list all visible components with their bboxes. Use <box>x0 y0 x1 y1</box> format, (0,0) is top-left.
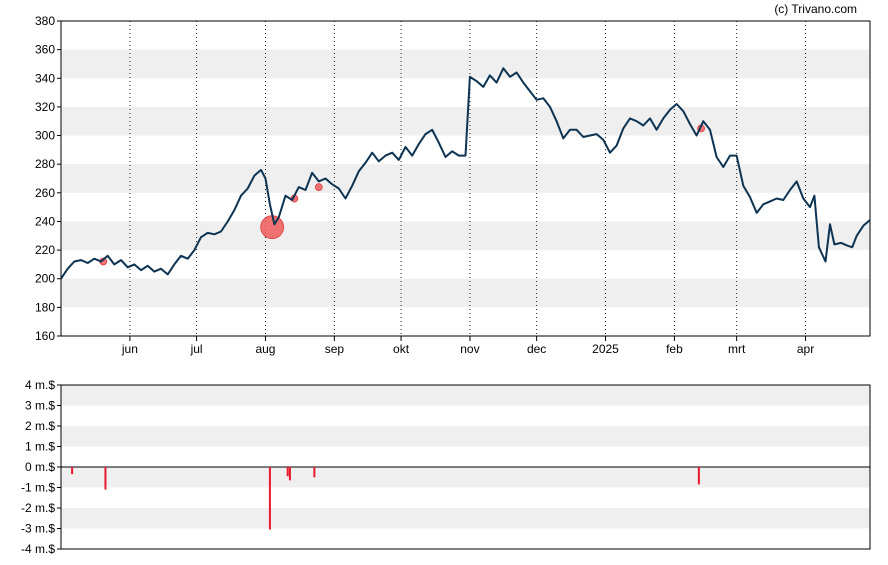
x-tick-label: sep <box>325 342 345 356</box>
y-tick-label: 320 <box>35 100 55 114</box>
x-tick-label: 2025 <box>592 342 619 356</box>
y-tick-label: 240 <box>35 214 55 228</box>
trade-bar <box>288 467 291 481</box>
band <box>61 164 870 193</box>
y-tick-label: 3 m.$ <box>25 399 55 413</box>
y-tick-label: -2 m.$ <box>21 501 55 515</box>
price-chart: jun jul aug sep okt nov dec 2025 feb mrt apr 160 180… <box>35 14 871 356</box>
band <box>61 426 870 447</box>
y-tick-label: 380 <box>35 14 55 28</box>
y-tick-label: 0 m.$ <box>25 460 55 474</box>
band <box>61 221 870 251</box>
plot-frame <box>60 20 871 337</box>
y-tick-label: 300 <box>35 129 55 143</box>
y-tick-label: 2 m.$ <box>25 419 55 433</box>
y-tick-label: 360 <box>35 43 55 57</box>
y-tick-label: 280 <box>35 157 55 171</box>
y-tick-label: 1 m.$ <box>25 440 55 454</box>
trade-bar <box>697 467 700 485</box>
band <box>61 467 870 488</box>
y-tick-label: 180 <box>35 300 55 314</box>
band <box>61 106 870 136</box>
y-tick-label: 220 <box>35 243 55 257</box>
trade-marker <box>314 183 323 191</box>
x-tick-label: apr <box>797 342 814 356</box>
x-tick-label: dec <box>527 342 546 356</box>
trade-marker <box>260 215 285 240</box>
x-tick-label: feb <box>666 342 683 356</box>
band <box>61 49 870 79</box>
credit-text: (c) Trivano.com <box>774 2 857 16</box>
y-tick-label: -4 m.$ <box>21 542 55 556</box>
x-tick-label: aug <box>255 342 275 356</box>
y-tick-label: 160 <box>35 329 55 343</box>
band <box>61 508 870 529</box>
y-tick-label: -1 m.$ <box>21 481 55 495</box>
trade-bar <box>286 467 289 477</box>
insider-trading-chart: -4 m.$ -3 m.$ -2 m.$ -1 m.$ 0 m.$ 1 m.$ 2 m.$ 3… <box>21 378 871 556</box>
x-tick-label: mrt <box>728 342 746 356</box>
trade-bar <box>313 467 316 478</box>
y-tick-label: -3 m.$ <box>21 522 55 536</box>
y-tick-label: 260 <box>35 186 55 200</box>
x-tick-label: jun <box>121 342 138 356</box>
x-tick-label: nov <box>460 342 479 356</box>
band <box>61 385 870 406</box>
trade-bar <box>268 467 271 530</box>
price-line <box>60 67 871 280</box>
trade-bar <box>71 467 74 475</box>
trade-bar <box>104 467 107 490</box>
y-tick-label: 4 m.$ <box>25 378 55 392</box>
y-tick-label: 340 <box>35 71 55 85</box>
band <box>61 278 870 308</box>
x-tick-label: okt <box>393 342 410 356</box>
x-tick-label: jul <box>190 342 203 356</box>
y-tick-label: 200 <box>35 272 55 286</box>
